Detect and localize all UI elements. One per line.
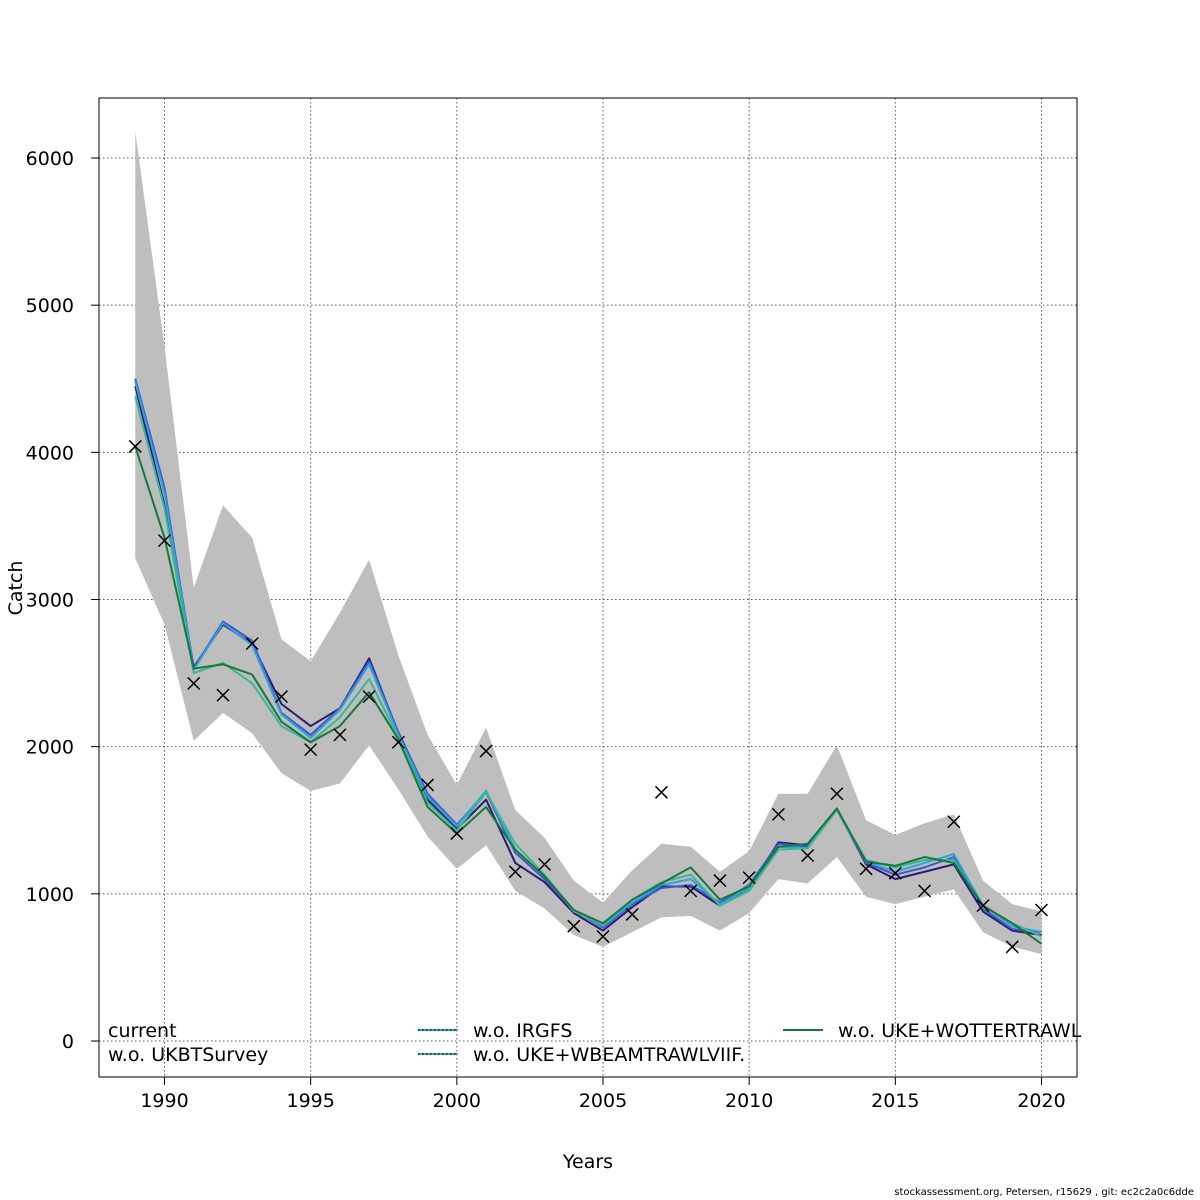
- observed-point: [333, 728, 347, 742]
- series-line-current: [134, 385, 1042, 937]
- y-axis: 0 1000 2000 3000 4000 5000 6000: [26, 148, 99, 1053]
- y-axis-label: Catch: [5, 561, 27, 616]
- observed-point: [362, 690, 376, 704]
- observed-point: [538, 857, 552, 871]
- x-axis-label: Years: [562, 1151, 613, 1173]
- observed-point: [918, 884, 932, 898]
- observed-point: [274, 690, 288, 704]
- observed-point: [421, 778, 435, 792]
- x-tick-label: 2020: [1017, 1090, 1065, 1112]
- observed-point: [625, 907, 639, 921]
- x-tick-label: 2000: [433, 1090, 481, 1112]
- observed-point: [888, 866, 902, 880]
- observed-point: [245, 637, 259, 651]
- observed-point: [742, 871, 756, 885]
- observed-point: [801, 849, 815, 863]
- observed-point: [1005, 940, 1019, 954]
- observed-point: [479, 744, 493, 758]
- legend-item: w.o. UKE+WOTTERTRAWL: [783, 1020, 1082, 1042]
- observed-point: [508, 865, 522, 879]
- x-tick-label: 1990: [140, 1090, 188, 1112]
- observed-point: [596, 929, 610, 944]
- observed-point: [128, 439, 142, 453]
- x-axis: 1990 1995 2000 2005 2010 2015 2020: [140, 1077, 1066, 1112]
- y-tick-label: 5000: [26, 295, 74, 317]
- x-tick-label: 2015: [871, 1090, 919, 1112]
- observed-point: [830, 787, 844, 801]
- y-tick-label: 6000: [26, 148, 74, 170]
- observed-point: [947, 815, 961, 829]
- observed-point: [1034, 903, 1049, 917]
- legend-item: w.o. IRGFS: [418, 1020, 572, 1042]
- y-tick-label: 1000: [26, 884, 74, 906]
- observed-point: [391, 735, 405, 749]
- series-lines: [134, 378, 1043, 945]
- observed-point: [654, 785, 668, 799]
- legend-item: w.o. UKBTSurvey: [108, 1044, 268, 1066]
- y-tick-label: 3000: [26, 590, 74, 612]
- observed-point: [771, 807, 785, 821]
- y-tick-label: 2000: [26, 737, 74, 759]
- observed-point: [216, 688, 230, 702]
- observed-point: [567, 919, 581, 933]
- observed-point: [684, 884, 698, 898]
- legend-label: w.o. IRGFS: [473, 1020, 572, 1042]
- grid-lines: [99, 98, 1077, 1077]
- y-tick-label: 0: [62, 1031, 74, 1053]
- confidence-band-area: [135, 131, 1042, 955]
- plot-frame: [98, 97, 1078, 1078]
- observed-point: [304, 743, 318, 757]
- observed-point: [976, 899, 990, 913]
- observed-point: [187, 676, 201, 690]
- x-tick-label: 2010: [725, 1090, 773, 1112]
- legend-label: w.o. UKE+WBEAMTRAWLVIIF.: [473, 1044, 745, 1066]
- footer-credit: stockassessment.org, Petersen, r15629 , …: [894, 1187, 1194, 1198]
- confidence-band: [135, 131, 1042, 955]
- observed-point: [859, 862, 873, 876]
- legend-label: current: [108, 1020, 177, 1042]
- x-tick-label: 1995: [286, 1090, 334, 1112]
- series-line-w-o-uke-wottertrawl: [134, 446, 1043, 945]
- legend-item: w.o. UKE+WBEAMTRAWLVIIF.: [418, 1044, 745, 1066]
- legend-label: w.o. UKE+WOTTERTRAWL: [838, 1020, 1082, 1042]
- y-tick-label: 4000: [26, 442, 74, 464]
- legend-item: current: [108, 1020, 177, 1042]
- observed-point: [713, 874, 727, 888]
- observed-point: [157, 534, 172, 548]
- x-tick-label: 2005: [579, 1090, 627, 1112]
- observed-point: [450, 826, 464, 841]
- legend-label: w.o. UKBTSurvey: [108, 1044, 268, 1066]
- observed-points: [128, 439, 1049, 954]
